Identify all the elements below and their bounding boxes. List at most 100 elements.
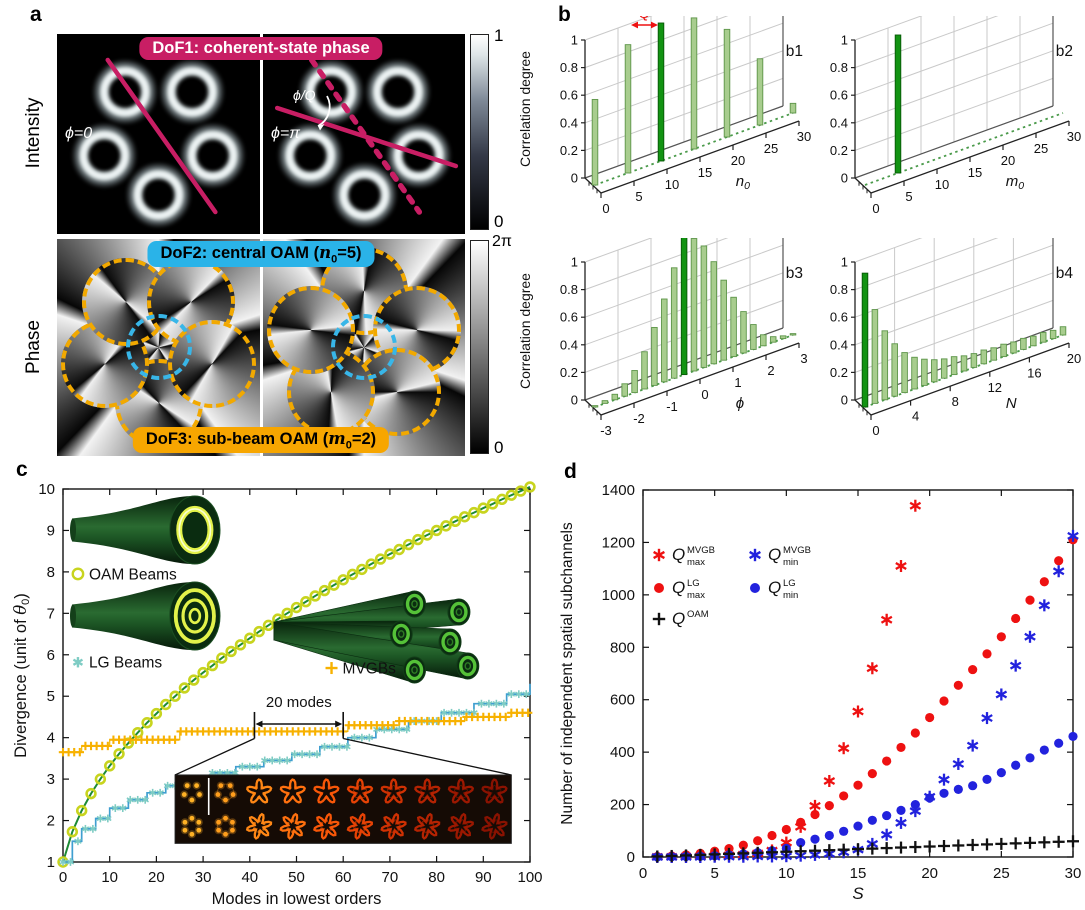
q-annotation: Q	[631, 16, 658, 29]
dof3-prefix: DoF3: sub-beam OAM (	[145, 429, 329, 448]
legend-subscript: max	[687, 557, 705, 568]
svg-text:100: 100	[517, 869, 542, 886]
svg-text:800: 800	[610, 639, 635, 656]
svg-text:5: 5	[47, 688, 55, 705]
bars	[591, 17, 797, 186]
beam-rings	[73, 61, 244, 226]
svg-text:-2: -2	[633, 411, 645, 426]
svg-text:0: 0	[602, 201, 609, 216]
svg-text:8: 8	[47, 564, 55, 581]
y-axis: 0 0.2 0.4 0.6 0.8 1	[560, 255, 586, 408]
y-axis: 0 0.2 0.4 0.6 0.8 1	[830, 33, 856, 186]
legend-label: Q	[672, 545, 685, 564]
intensity-image-phi0: ϕ=0	[57, 34, 260, 234]
svg-text:0.4: 0.4	[830, 115, 848, 130]
central-oam-dashed-circle	[331, 314, 397, 380]
svg-text:20: 20	[148, 869, 165, 886]
svg-text:4: 4	[47, 730, 55, 747]
svg-text:25: 25	[993, 865, 1010, 882]
svg-text:9: 9	[47, 522, 55, 539]
svg-text:70: 70	[382, 869, 399, 886]
dof3-label: DoF3: sub-beam OAM (m0=2)	[132, 426, 390, 453]
tilt-lines	[105, 57, 218, 215]
svg-text:1200: 1200	[602, 534, 635, 551]
svg-text:2: 2	[47, 813, 55, 830]
phi-value-label: ϕ=0	[65, 125, 92, 142]
series-oam-beams	[57, 481, 536, 868]
y-axis-label: Correlation degree	[517, 51, 533, 167]
subplot-tag: b1	[786, 43, 803, 60]
phase-colorbar-max: 2π	[492, 233, 512, 250]
dof2-suffix: =5)	[337, 244, 362, 262]
svg-text:0.6: 0.6	[560, 310, 578, 325]
svg-text:0.4: 0.4	[560, 337, 578, 352]
svg-text:1400: 1400	[602, 482, 635, 499]
subplot-tag: b3	[786, 265, 803, 282]
legend-label: OAM Beams	[89, 566, 177, 583]
tilt-lines	[274, 57, 458, 215]
y-axis: 0 0.2 0.4 0.6 0.8 1	[830, 255, 856, 408]
intensity-row-label: Intensity	[23, 97, 44, 169]
legend-superscript: MVGB	[687, 545, 715, 556]
svg-text:0: 0	[627, 849, 635, 866]
svg-text:0: 0	[872, 201, 879, 216]
bars	[894, 34, 902, 174]
svg-text:15: 15	[850, 865, 867, 882]
legend-superscript: MVGB	[783, 545, 811, 556]
svg-text:90: 90	[475, 869, 492, 886]
svg-text:60: 60	[335, 869, 352, 886]
subplot-tag: b4	[1056, 265, 1074, 282]
chart-d: 0 5 10 15 20 25 30 0 200 400 600 800 1000 1200 1400 S Nu…	[559, 482, 1081, 903]
x-axis-label: S	[852, 884, 864, 903]
svg-text:30: 30	[1067, 129, 1081, 144]
x-axis-label: m0	[1006, 173, 1025, 192]
legend-subscript: min	[783, 590, 798, 601]
svg-text:1000: 1000	[602, 587, 635, 604]
svg-text:10: 10	[935, 177, 949, 192]
span-annotation-label: 20 modes	[266, 694, 332, 711]
mode-inset	[174, 774, 512, 844]
svg-text:1: 1	[571, 255, 578, 270]
series-qmax-lg	[652, 535, 1078, 862]
bars	[861, 272, 1067, 408]
svg-text:6: 6	[47, 647, 55, 664]
legend-superscript: OAM	[687, 609, 709, 620]
svg-text:0.8: 0.8	[830, 60, 848, 75]
legend-label: LG Beams	[89, 655, 162, 672]
lg-beam-icon	[70, 581, 221, 651]
bars	[591, 238, 797, 408]
svg-text:5: 5	[635, 189, 642, 204]
chart-b3: 0 0.2 0.4 0.6 0.8 1 -3 -2 -1 0 1 2 3 ϕ b3 Correlation d…	[517, 238, 808, 438]
x-axis-label: ϕ	[736, 395, 744, 412]
baseline	[864, 112, 1064, 186]
chart-b1: 00.20.40.60.81051015202530n0b1Correlatio…	[517, 16, 811, 216]
legend: OAM Beams LG Beams MVGBs	[71, 566, 397, 678]
intensity-colorbar	[470, 34, 489, 230]
svg-text:0.6: 0.6	[560, 88, 578, 103]
phase-row-label: Phase	[23, 320, 44, 374]
intensity-colorbar-min: 0	[494, 212, 504, 231]
legend-subscript: max	[687, 590, 705, 601]
svg-text:5: 5	[905, 189, 912, 204]
svg-text:0.2: 0.2	[560, 143, 578, 158]
x-axis-label: N	[1006, 395, 1017, 412]
mvgb-bundle-icon	[273, 590, 480, 684]
svg-text:7: 7	[47, 605, 55, 622]
svg-text:0: 0	[59, 869, 67, 886]
legend-label: Q	[768, 545, 781, 564]
svg-text:0: 0	[872, 423, 879, 438]
svg-text:20: 20	[1067, 351, 1081, 366]
legend-superscript: LG	[783, 578, 796, 589]
angle-arc-arrow	[317, 95, 331, 131]
legend-label: MVGBs	[343, 661, 397, 678]
svg-text:12: 12	[988, 380, 1002, 395]
span-annotation: 20 modes	[174, 694, 512, 776]
series-mvgbs	[58, 708, 533, 757]
y-axis: 0 0.2 0.4 0.6 0.8 1	[560, 33, 586, 186]
chart-b4: 0 0.2 0.4 0.6 0.8 1 0 4 8 12 16 20 Nb4	[830, 238, 1081, 438]
svg-text:8: 8	[952, 394, 959, 409]
dof2-sub: 0	[331, 253, 338, 266]
svg-text:10: 10	[101, 869, 118, 886]
